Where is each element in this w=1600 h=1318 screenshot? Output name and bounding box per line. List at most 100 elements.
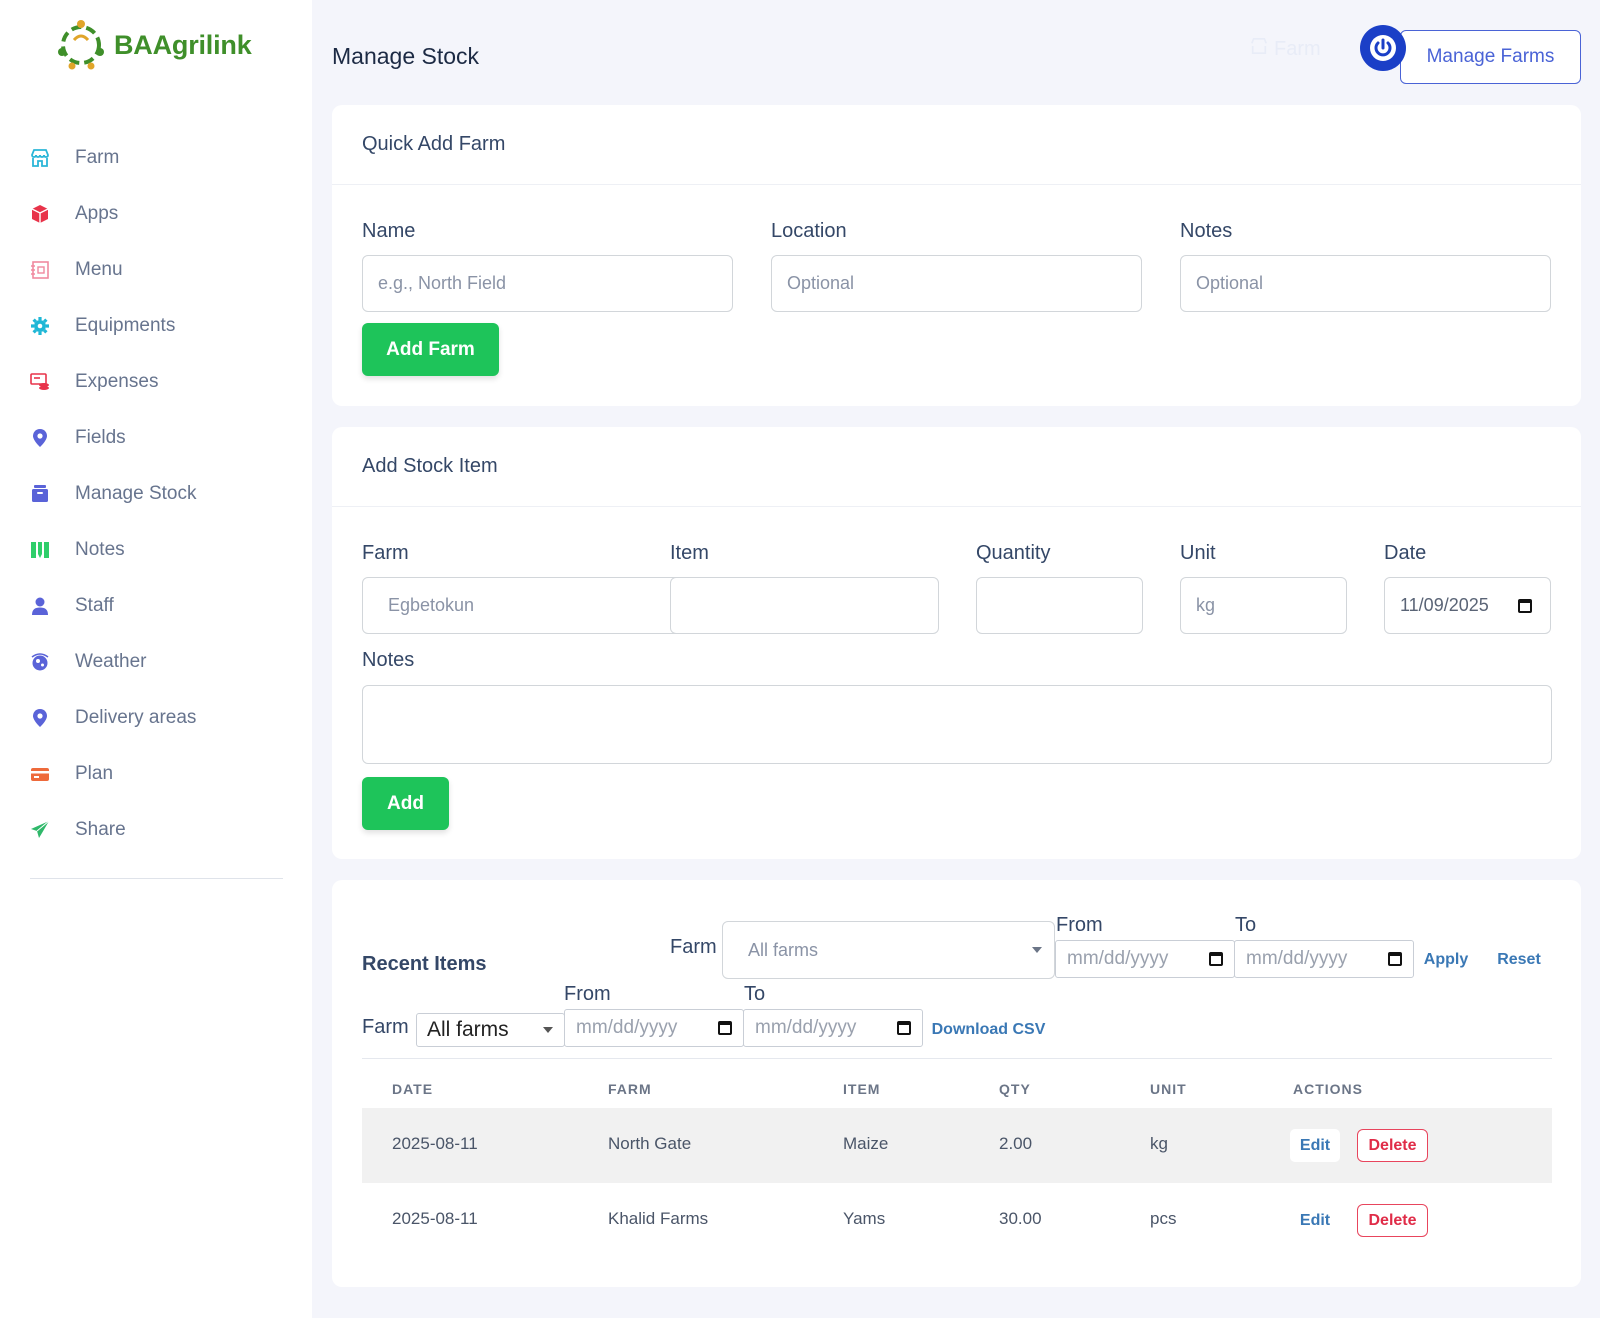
- sidebar-item-manage-stock[interactable]: Manage Stock: [0, 466, 312, 522]
- logo[interactable]: BAAgrilink: [54, 18, 252, 72]
- calendar-icon[interactable]: [718, 1021, 732, 1035]
- row-farm: North Gate: [608, 1134, 692, 1153]
- filter2-to-date[interactable]: mm/dd/yyyy: [743, 1009, 923, 1047]
- date-input[interactable]: 11/09/2025: [1384, 577, 1551, 634]
- reset-button[interactable]: Reset: [1497, 951, 1541, 968]
- location-pin-icon: [30, 428, 50, 448]
- sidebar-item-label: Delivery areas: [75, 707, 197, 728]
- row-unit: pcs: [1150, 1209, 1177, 1228]
- col-unit: UNIT: [1150, 1081, 1187, 1097]
- sidebar-item-label: Apps: [75, 203, 119, 224]
- page-title: Manage Stock: [332, 43, 480, 69]
- delete-button[interactable]: Delete: [1357, 1129, 1428, 1162]
- add-farm-button[interactable]: Add Farm: [362, 323, 499, 376]
- location-label: Location: [771, 220, 847, 242]
- quantity-input[interactable]: [976, 577, 1143, 634]
- sidebar-item-share[interactable]: Share: [0, 802, 312, 858]
- col-actions: ACTIONS: [1293, 1081, 1363, 1097]
- sidebar-item-label: Menu: [75, 259, 123, 280]
- col-qty: QTY: [999, 1081, 1031, 1097]
- item-label: Item: [670, 542, 709, 564]
- unit-input[interactable]: kg: [1180, 577, 1347, 634]
- row-date: 2025-08-11: [392, 1209, 478, 1228]
- sidebar-item-plan[interactable]: Plan: [0, 746, 312, 802]
- sidebar-item-weather[interactable]: Weather: [0, 634, 312, 690]
- table-row: 2025-08-11 North Gate Maize 2.00 kg Edit…: [362, 1108, 1552, 1183]
- filter2-farm-label: Farm: [362, 1016, 409, 1038]
- sidebar-item-label: Notes: [75, 539, 125, 560]
- name-label: Name: [362, 220, 416, 242]
- filter2-from-placeholder: mm/dd/yyyy: [576, 1017, 678, 1038]
- download-csv-button[interactable]: Download CSV: [931, 1021, 1046, 1038]
- add-stock-item-card: Add Stock Item Farm Egbetokun Item Quant…: [332, 427, 1581, 859]
- sidebar-item-apps[interactable]: Apps: [0, 186, 312, 242]
- edit-button[interactable]: Edit: [1290, 1204, 1340, 1237]
- sidebar-item-farm[interactable]: Farm: [0, 130, 312, 186]
- col-date: DATE: [392, 1081, 434, 1097]
- sidebar-item-label: Fields: [75, 427, 126, 448]
- ghost-farm-link[interactable]: Farm: [1250, 37, 1321, 61]
- date-label: Date: [1384, 542, 1427, 564]
- calendar-icon[interactable]: [1518, 598, 1532, 613]
- add-stock-item-title: Add Stock Item: [332, 427, 1581, 507]
- calendar-icon[interactable]: [1209, 952, 1223, 966]
- sidebar-item-equipments[interactable]: Equipments: [0, 298, 312, 354]
- shop-icon: [1250, 37, 1268, 61]
- filter-farm-label: Farm: [670, 936, 717, 958]
- sidebar-item-delivery-areas[interactable]: Delivery areas: [0, 690, 312, 746]
- filter-to-label: To: [1235, 914, 1257, 936]
- item-input[interactable]: [670, 577, 939, 634]
- add-button[interactable]: Add: [362, 777, 449, 830]
- filter2-from-date[interactable]: mm/dd/yyyy: [564, 1009, 744, 1047]
- sidebar-item-label: Share: [75, 819, 126, 840]
- cube-icon: [30, 204, 50, 224]
- location-input[interactable]: Optional: [771, 255, 1142, 312]
- filter2-to-label: To: [744, 983, 766, 1005]
- ghost-farm-label: Farm: [1274, 37, 1321, 60]
- sidebar-item-expenses[interactable]: Expenses: [0, 354, 312, 410]
- col-item: ITEM: [843, 1081, 881, 1097]
- recent-items-card: Recent Items Farm All farms From mm/dd/y…: [332, 880, 1581, 1287]
- chevron-down-icon: [1032, 947, 1042, 953]
- calendar-icon[interactable]: [897, 1021, 911, 1035]
- row-qty: 2.00: [999, 1134, 1033, 1153]
- sidebar-item-label: Weather: [75, 651, 147, 672]
- sidebar: BAAgrilink Farm Apps Menu Equipments: [0, 0, 312, 1318]
- money-icon: [30, 372, 50, 392]
- menu-book-icon: [30, 260, 50, 280]
- notes-label: Notes: [1180, 220, 1233, 242]
- filter-from-date[interactable]: mm/dd/yyyy: [1055, 940, 1235, 978]
- sidebar-item-staff[interactable]: Staff: [0, 578, 312, 634]
- row-qty: 30.00: [999, 1209, 1042, 1228]
- user-icon: [30, 596, 50, 616]
- quick-add-farm-card: Quick Add Farm Name e.g., North Field Lo…: [332, 105, 1581, 406]
- edit-button[interactable]: Edit: [1290, 1129, 1340, 1162]
- sidebar-nav: Farm Apps Menu Equipments Expenses: [0, 130, 312, 858]
- sidebar-divider: [30, 878, 283, 879]
- recent-items-title: Recent Items: [362, 953, 487, 975]
- stock-notes-textarea[interactable]: [362, 685, 1552, 764]
- weather-globe-icon: [30, 652, 50, 672]
- sidebar-item-notes[interactable]: Notes: [0, 522, 312, 578]
- filter-from-placeholder: mm/dd/yyyy: [1067, 948, 1169, 969]
- filter-to-date[interactable]: mm/dd/yyyy: [1234, 940, 1414, 978]
- apply-button[interactable]: Apply: [1423, 951, 1469, 968]
- calendar-icon[interactable]: [1388, 952, 1402, 966]
- name-input[interactable]: e.g., North Field: [362, 255, 733, 312]
- sidebar-item-menu[interactable]: Menu: [0, 242, 312, 298]
- farm-select[interactable]: Egbetokun: [362, 577, 677, 634]
- logo-text: BAAgrilink: [114, 29, 252, 60]
- filter2-farm-select[interactable]: All farms: [416, 1013, 565, 1047]
- delete-button[interactable]: Delete: [1357, 1204, 1428, 1237]
- sidebar-item-label: Manage Stock: [75, 483, 197, 504]
- power-button[interactable]: [1360, 25, 1406, 71]
- notes-input[interactable]: Optional: [1180, 255, 1551, 312]
- filter-farm-select[interactable]: All farms: [722, 921, 1055, 979]
- row-item: Yams: [843, 1209, 886, 1228]
- filter-farm-value: All farms: [748, 939, 819, 960]
- sidebar-item-fields[interactable]: Fields: [0, 410, 312, 466]
- filter-from-label: From: [1056, 914, 1103, 936]
- archive-box-icon: [30, 484, 50, 504]
- manage-farms-button[interactable]: Manage Farms: [1400, 30, 1581, 84]
- sidebar-item-label: Staff: [75, 595, 114, 616]
